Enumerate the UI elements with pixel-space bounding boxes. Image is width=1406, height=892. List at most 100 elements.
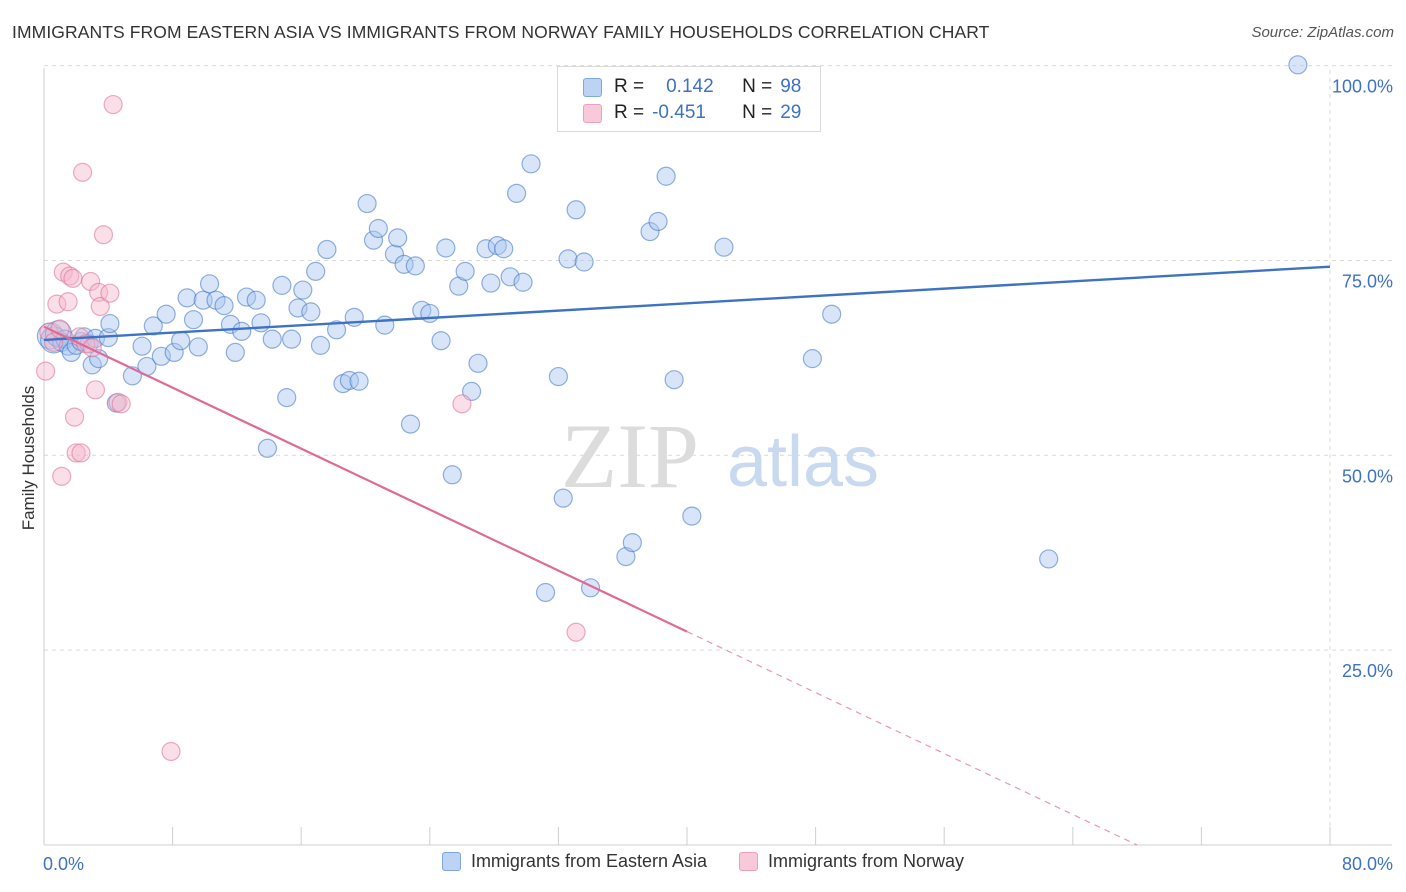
data-point [281, 329, 302, 349]
data-point [199, 274, 220, 294]
source-label: Source: ZipAtlas.com [1251, 24, 1394, 41]
legend-swatch-pink [739, 852, 759, 871]
legend-r-label: R = [614, 102, 645, 123]
legend-n-label: N = [742, 102, 773, 123]
legend-swatch-blue [583, 77, 602, 97]
data-point [177, 288, 197, 308]
data-point [277, 388, 297, 408]
data-point [431, 331, 451, 351]
data-point [656, 166, 676, 186]
data-point [357, 193, 377, 214]
data-point [513, 272, 533, 292]
data-point [442, 465, 462, 485]
data-point [349, 371, 369, 391]
data-point [802, 349, 822, 369]
legend-item-eastern-asia[interactable]: Immigrants from Eastern Asia [441, 851, 707, 872]
data-point [52, 466, 72, 486]
trend-line-norway-extension [686, 631, 1138, 846]
y-tick-label: 75.0% [1342, 271, 1393, 291]
data-point [420, 303, 440, 324]
data-point [103, 94, 123, 115]
data-point [682, 506, 702, 526]
data-point [481, 273, 501, 293]
legend-r-value: 0.142 [666, 76, 714, 97]
data-point [822, 304, 842, 324]
data-point [60, 266, 80, 286]
data-point [81, 271, 101, 292]
legend-swatch-pink [583, 103, 602, 123]
data-point [622, 532, 642, 553]
y-axis-label: Family Households [19, 386, 38, 531]
data-point [288, 298, 308, 318]
data-point [1039, 549, 1059, 569]
data-point [566, 622, 586, 642]
watermark: ZIP atlas [561, 405, 879, 507]
data-point [183, 310, 204, 330]
data-point [388, 228, 408, 248]
data-point [640, 222, 660, 242]
data-point [132, 336, 152, 356]
data-point [566, 200, 586, 220]
data-point [272, 275, 292, 295]
legend-label-norway: Immigrants from Norway [768, 851, 965, 871]
data-point [90, 296, 110, 317]
data-point [714, 237, 734, 257]
data-point [156, 304, 176, 324]
data-point [72, 162, 93, 182]
y-tick-label: 100.0% [1332, 77, 1393, 97]
legend-swatch-blue [441, 852, 461, 871]
data-point [306, 261, 326, 281]
data-point [368, 218, 388, 239]
tick-labels: 25.0% 50.0% 75.0% 100.0% 0.0% 80.0% [43, 77, 1393, 874]
legend-n-value: 98 [780, 76, 802, 97]
data-point [468, 353, 488, 373]
data-point [293, 280, 313, 300]
data-point [548, 366, 569, 387]
data-point [85, 380, 106, 400]
data-point [507, 183, 527, 204]
data-point [384, 244, 405, 264]
data-point [558, 249, 578, 269]
data-point [521, 154, 541, 174]
grid-lines [44, 65, 1392, 845]
data-point [63, 268, 83, 288]
data-point [616, 547, 636, 567]
data-point [71, 443, 91, 463]
watermark-zip: ZIP [561, 405, 699, 507]
data-point [161, 741, 181, 762]
data-point [66, 443, 86, 463]
data-point [188, 337, 208, 357]
data-point [648, 211, 668, 232]
legend-row-norway: R = -0.451 N = 29 [558, 100, 801, 126]
y-tick-label: 50.0% [1342, 466, 1393, 486]
data-point [310, 335, 331, 355]
series-legend: Immigrants from Eastern Asia Immigrants … [0, 851, 1406, 872]
data-point [326, 320, 347, 340]
trend-lines [43, 265, 1331, 846]
data-point [100, 313, 120, 334]
data-point [111, 394, 131, 414]
data-point [171, 331, 191, 351]
data-point [214, 296, 234, 316]
legend-n-value: 29 [780, 102, 802, 123]
data-point [246, 290, 266, 310]
data-point [64, 407, 85, 427]
legend-r-label: R = [614, 76, 645, 97]
data-point [108, 392, 128, 412]
data-points [36, 55, 1308, 762]
data-point [574, 252, 594, 272]
data-point [47, 294, 67, 314]
data-point [664, 370, 684, 390]
data-point [317, 239, 337, 260]
data-point [1288, 55, 1308, 75]
data-point [58, 292, 78, 312]
watermark-atlas: atlas [727, 422, 879, 502]
data-point [405, 256, 425, 276]
series-norway [36, 94, 586, 762]
data-point [455, 261, 475, 281]
legend-item-norway[interactable]: Immigrants from Norway [739, 851, 964, 872]
legend-row-eastern-asia: R = 0.142 N = 98 [558, 74, 801, 100]
chart-title: IMMIGRANTS FROM EASTERN ASIA VS IMMIGRAN… [12, 22, 990, 42]
data-point [36, 361, 56, 381]
